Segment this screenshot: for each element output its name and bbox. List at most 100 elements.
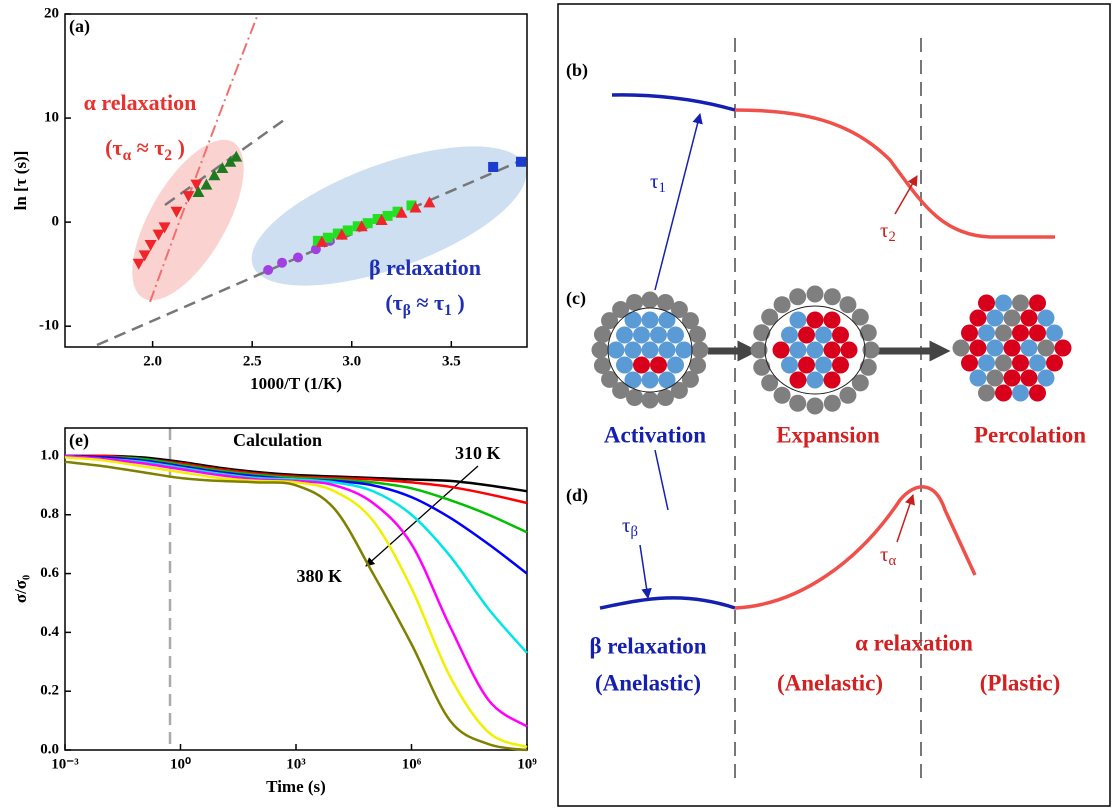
mode-label: (Anelastic) [595,670,701,695]
particle [807,398,824,415]
particle [1021,310,1038,327]
particle [807,286,824,303]
x-tick-label: 10³ [286,756,306,772]
text-part: ) [452,290,465,315]
particle [961,355,978,372]
particle [824,288,841,305]
tau-label: τ2 [880,218,896,246]
particle [1038,340,1055,357]
series-line [65,456,527,574]
particle [987,370,1004,387]
particle [824,372,841,389]
y-tick-label: 20 [44,5,59,21]
y-tick-label: 1.0 [40,447,59,463]
particle [781,327,798,344]
particle [978,325,995,342]
series-line [65,457,527,747]
annotation: (τα ≈ τ2 ) [105,135,185,163]
curve-d [600,598,735,608]
particle [689,326,706,343]
particle [633,327,650,344]
particle [841,342,858,359]
particle [978,355,995,372]
particle [961,325,978,342]
particle [790,342,807,359]
particle [1004,340,1021,357]
annotation: Calculation [233,430,322,450]
particle [633,357,650,374]
particle [832,357,849,374]
curve-b [735,110,1055,237]
point [293,253,303,263]
particle [807,312,824,329]
particle [953,340,970,357]
y-tick-label: 0.0 [40,741,59,757]
panel-label: (d) [566,485,588,506]
particle [790,372,807,389]
annotation: β relaxation [369,255,481,280]
particle [642,312,659,329]
particle [815,327,832,344]
mode-label: (Plastic) [980,670,1060,695]
particle [616,327,633,344]
series-line [65,456,527,532]
particle [773,342,790,359]
y-tick-label: 0.6 [40,565,59,581]
mode-label: β relaxation [589,633,706,658]
annotation: α relaxation [84,90,197,115]
particle [789,288,806,305]
particle [1021,340,1038,357]
particle [798,357,815,374]
point [516,157,526,167]
x-tick-label: 10⁹ [517,756,537,772]
particle [1038,310,1055,327]
particle [1012,325,1029,342]
particle [592,342,609,359]
particle [594,357,611,374]
tau-label: τα [880,542,896,570]
subscript: β [403,302,411,319]
subscript: 1 [444,302,452,319]
particle [657,389,674,406]
particle [970,310,987,327]
text-part: τ [650,169,658,193]
particle [1046,325,1063,342]
particle [1004,310,1021,327]
particle [692,342,709,359]
y-axis-label: ln [τ (s)] [11,151,30,211]
y-tick-label: 0.4 [40,624,59,640]
x-axis-label: 1000/T (1/K) [250,374,342,393]
curve-d [735,487,975,608]
particle [616,357,633,374]
panel-label: (b) [566,60,588,81]
page: {"chart_data": [ {"type": "scatter", "pa… [0,0,1114,812]
panel-label: (c) [566,288,586,309]
particle [839,387,856,404]
text-part: ) [172,135,185,160]
point [488,162,498,172]
particle [1055,340,1072,357]
tau-label: τβ [622,513,638,541]
subscript: β [630,524,637,540]
y-tick-label: 0 [52,214,60,230]
particle [1029,385,1046,402]
particle [824,312,841,329]
particle [798,327,815,344]
particle [807,372,824,389]
particle [642,292,659,309]
particle [860,359,877,376]
stage-label: Percolation [974,422,1086,447]
particle [995,385,1012,402]
particle [753,324,770,341]
particle [1029,325,1046,342]
text-part: (τ [105,135,122,160]
particle [1012,385,1029,402]
point [277,258,287,268]
subscript: 1 [658,180,665,196]
panel-e: 10⁻³10⁰10³10⁶10⁹0.00.20.40.60.81.0Time (… [11,428,537,796]
particle [970,340,987,357]
series-label: 310 K [455,443,501,463]
particle [832,327,849,344]
x-tick-label: 3.5 [442,353,461,369]
